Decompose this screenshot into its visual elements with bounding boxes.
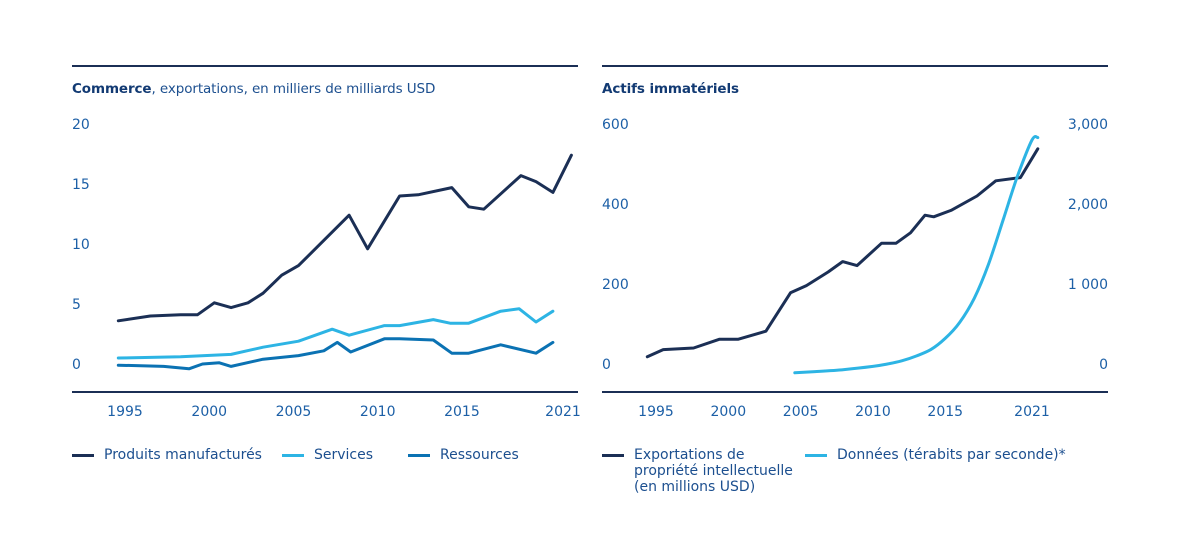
trade-y-tick-label: 15 xyxy=(72,177,90,193)
trade-x-tick-label: 1995 xyxy=(107,404,143,420)
intangibles-y-tick-label: 0 xyxy=(602,357,611,373)
trade-series-line-services xyxy=(116,307,555,360)
intangibles-y-right-tick-label: 2,000 xyxy=(1068,197,1108,213)
trade-series-line-ressources xyxy=(116,337,555,371)
legend-label-resources: Ressources xyxy=(440,447,519,463)
legend-item-data: Données (térabits par seconde)* xyxy=(805,447,1066,463)
intangibles-chart-top-rule xyxy=(602,65,1108,67)
legend-item-manufactured: Produits manufacturés xyxy=(72,447,262,463)
legend-label-ip-exports: Exportations de propriété intellectuelle… xyxy=(634,447,793,495)
intangibles-y-right-tick-label: 0 xyxy=(1099,357,1108,373)
intangibles-chart-title: Actifs immatériels xyxy=(602,81,739,97)
trade-x-tick-label: 2000 xyxy=(191,404,227,420)
trade-x-tick-label: 2021 xyxy=(545,404,581,420)
legend-item-ip-exports: Exportations de propriété intellectuelle… xyxy=(602,447,799,495)
trade-y-tick-label: 10 xyxy=(72,237,90,253)
trade-y-tick-label: 0 xyxy=(72,357,81,373)
legend-item-services: Services xyxy=(282,447,373,463)
legend-label-manufactured: Produits manufacturés xyxy=(104,447,262,463)
intangibles-x-tick-label: 1995 xyxy=(638,404,674,420)
intangibles-x-tick-label: 2010 xyxy=(855,404,891,420)
trade-x-tick-label: 2010 xyxy=(360,404,396,420)
trade-chart-title: Commerce, exportations, en milliers de m… xyxy=(72,81,435,97)
trade-chart-top-rule xyxy=(72,65,578,67)
trade-y-tick-label: 20 xyxy=(72,117,90,133)
legend-swatch-manufactured xyxy=(72,454,94,457)
legend-label-services: Services xyxy=(314,447,374,463)
intangibles-y-tick-label: 200 xyxy=(602,277,629,293)
trade-x-tick-label: 2015 xyxy=(444,404,480,420)
intangibles-y-tick-label: 400 xyxy=(602,197,629,213)
legend-swatch-data xyxy=(805,454,827,457)
intangibles-y-right-tick-label: 1 000 xyxy=(1068,277,1108,293)
intangibles-x-tick-label: 2021 xyxy=(1014,404,1050,420)
intangibles-series-line-donnees-terabits-par-seconde xyxy=(793,135,1040,375)
trade-chart-title-rest: , exportations, en milliers de milliards… xyxy=(151,81,436,97)
legend-swatch-resources xyxy=(408,454,430,457)
legend-item-resources: Ressources xyxy=(408,447,519,463)
intangibles-y-tick-label: 600 xyxy=(602,117,629,133)
trade-chart-title-bold: Commerce xyxy=(72,81,152,97)
legend-swatch-services xyxy=(282,454,304,457)
intangibles-x-tick-label: 2005 xyxy=(783,404,819,420)
intangibles-chart-title-bold: Actifs immatériels xyxy=(602,81,739,97)
trade-y-tick-label: 5 xyxy=(72,297,81,313)
intangibles-x-tick-label: 2015 xyxy=(927,404,963,420)
intangibles-x-tick-label: 2000 xyxy=(710,404,746,420)
legend-label-data: Données (térabits par seconde)* xyxy=(837,447,1066,463)
trade-series-line-produits-manufactures xyxy=(116,153,573,323)
intangibles-y-right-tick-label: 3,000 xyxy=(1068,117,1108,133)
legend-swatch-ip-exports xyxy=(602,454,624,457)
trade-x-tick-label: 2005 xyxy=(276,404,312,420)
intangibles-series-line-exportations-de-propriete-inte xyxy=(645,147,1040,359)
